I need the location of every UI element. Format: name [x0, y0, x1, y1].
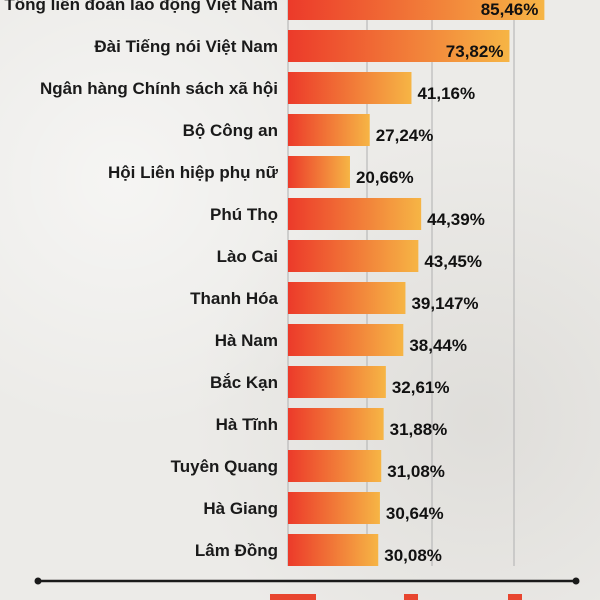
category-label-9: Bắc Kạn [210, 373, 278, 392]
category-label-12: Hà Giang [203, 499, 278, 518]
bar-3 [288, 114, 370, 146]
category-label-6: Lào Cai [217, 247, 278, 266]
footer-marker-2 [508, 594, 522, 600]
bar-9 [288, 366, 386, 398]
value-label-11: 31,08% [387, 462, 445, 481]
bar-2 [288, 72, 412, 104]
category-label-0: Tổng liên đoàn lao động Việt Nam [4, 0, 278, 14]
value-label-3: 27,24% [376, 126, 434, 145]
bars [288, 0, 545, 566]
category-label-8: Hà Nam [215, 331, 278, 350]
value-labels: 85,46% 73,82% 41,16% 27,24% 20,66% 44,39% 43,4… [356, 0, 538, 565]
footer-rule-end-0 [34, 577, 42, 585]
value-label-10: 31,88% [390, 420, 448, 439]
bar-8 [288, 324, 404, 356]
bar-13 [288, 534, 379, 566]
bar-7 [288, 282, 406, 314]
category-label-11: Tuyên Quang [171, 457, 278, 476]
value-label-0: 85,46% [481, 0, 539, 19]
footer-decoration [34, 577, 580, 600]
category-labels: Tổng liên đoàn lao động Việt Nam Đài Tiến… [4, 0, 278, 560]
value-label-7: 39,147% [411, 294, 478, 313]
value-label-5: 44,39% [427, 210, 485, 229]
category-label-10: Hà Tĩnh [216, 415, 278, 434]
value-label-9: 32,61% [392, 378, 450, 397]
bar-4 [288, 156, 350, 188]
footer-marker-1 [404, 594, 418, 600]
category-label-3: Bộ Công an [183, 121, 278, 140]
value-label-8: 38,44% [409, 336, 467, 355]
category-label-5: Phú Thọ [210, 205, 278, 224]
bar-12 [288, 492, 380, 524]
bar-10 [288, 408, 384, 440]
bar-6 [288, 240, 419, 272]
category-label-1: Đài Tiếng nói Việt Nam [94, 37, 278, 56]
footer-rule-end-1 [572, 577, 580, 585]
bar-5 [288, 198, 422, 230]
category-label-2: Ngân hàng Chính sách xã hội [40, 79, 278, 98]
footer-marker-0 [270, 594, 316, 600]
bar-11 [288, 450, 382, 482]
bar-1 [288, 30, 510, 62]
value-label-2: 41,16% [417, 84, 475, 103]
category-label-7: Thanh Hóa [190, 289, 278, 308]
value-label-6: 43,45% [424, 252, 482, 271]
value-label-1: 73,82% [446, 42, 504, 61]
category-label-4: Hội Liên hiệp phụ nữ [108, 163, 279, 182]
value-label-13: 30,08% [384, 546, 442, 565]
bar-0 [288, 0, 545, 20]
category-label-13: Lâm Đồng [195, 541, 278, 560]
value-label-12: 30,64% [386, 504, 444, 523]
value-label-4: 20,66% [356, 168, 414, 187]
